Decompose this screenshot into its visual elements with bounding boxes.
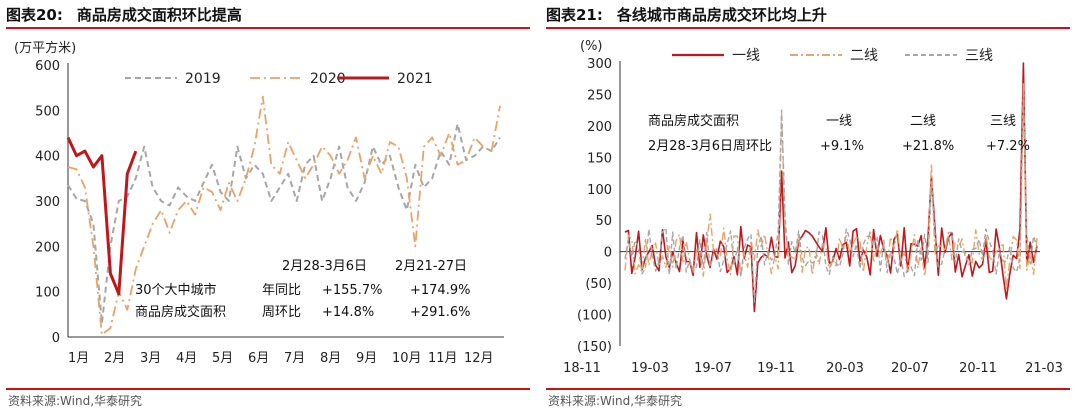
note-row-header-2: 商品房成交面积 [135,304,226,320]
right-figure-title-text: 各线城市商品房成交环比均上升 [616,6,827,24]
y-tick-label: 300 [35,195,60,210]
y-tick-label: 100 [587,183,612,198]
series-line-2019 [67,122,501,325]
x-tick-label: 2月 [104,351,125,366]
y-tick-label: 150 [587,151,612,166]
note-col-header-2: 2月21-27日 [395,259,467,274]
x-tick-label: 20-03 [826,361,864,376]
left-chart-panel: 图表20: 商品房成交面积环比提高 (万平方米) 0 100 200 300 400 500 6… [6,4,530,408]
x-tick-label: 11月 [428,351,458,366]
x-tick-label: 19-07 [694,361,732,376]
y-tick-label: 200 [587,120,612,135]
note-tier-3: 三线 [990,114,1016,129]
note-value-2: +21.8% [902,139,954,154]
left-title-rule [6,27,530,29]
y-tick-label: 100 [35,286,60,301]
y-tick-label: 0 [604,246,612,261]
legend-label-二线: 二线 [850,48,878,64]
left-figure-title: 图表20: 商品房成交面积环比提高 [6,4,242,25]
left-figure-title-text: 商品房成交面积环比提高 [76,6,242,24]
x-tick-label: 9月 [356,351,377,366]
x-tick-label: 10月 [392,351,422,366]
x-tick-label: 1月 [68,351,89,366]
y-tick-label: 0 [52,331,60,346]
x-tick-label: 8月 [320,351,341,366]
x-tick-label: 12月 [464,351,494,366]
y-axis-unit-label: (万平方米) [14,40,76,56]
note-tier-2: 二线 [910,114,936,129]
note-label-1: 商品房成交面积 [648,113,739,129]
right-chart-svg: (%) (150) (100) (50) 0 50 100 150 200 250 300 18-11… [563,39,1063,376]
right-bottom-rule [546,388,1070,390]
right-figure-number: 图表21: [546,6,603,24]
y-tick-label: (150) [577,340,612,355]
note-row-header-1: 30个大中城市 [135,282,217,298]
y-axis-unit-label: (%) [580,39,603,54]
note-value-3: +7.2% [986,139,1030,154]
x-tick-label: 21-03 [1025,361,1063,376]
left-source: 资料来源:Wind,华泰研究 [8,394,143,408]
note-wow-value-2: +291.6% [410,305,470,320]
y-tick-label: (100) [577,309,612,324]
x-tick-label: 18-11 [563,361,601,376]
right-chart-panel: 图表21: 各线城市商品房成交环比均上升 (%) (150) (100) (50) 0 50… [540,0,1080,411]
note-wow-value-1: +14.8% [322,305,374,320]
series-line-2020 [67,95,501,336]
series-line-2021 [66,136,138,296]
x-tick-label: 4月 [176,351,197,366]
right-source: 资料来源:Wind,华泰研究 [548,394,683,408]
y-tick-label: 400 [35,150,60,165]
legend-label-一线: 一线 [732,48,760,64]
y-tick-label: 500 [35,104,60,119]
note-yoy-label: 年同比 [262,283,301,298]
legend-label-2021: 2021 [397,71,433,87]
y-tick-label: 200 [35,240,60,255]
left-bottom-rule [6,388,530,390]
y-tick-label: 300 [587,57,612,72]
y-tick-label: (50) [585,277,612,292]
note-yoy-value-2: +174.9% [410,283,470,298]
legend-label-2020: 2020 [310,71,346,87]
x-tick-label: 19-11 [757,361,795,376]
x-tick-label: 7月 [284,351,305,366]
right-figure-title: 图表21: 各线城市商品房成交环比均上升 [546,4,827,25]
x-tick-label: 20-07 [891,361,929,376]
x-tick-label: 3月 [140,351,161,366]
note-wow-label: 周环比 [262,305,301,320]
x-tick-label: 6月 [248,351,269,366]
series-line-一线 [624,62,1038,313]
y-tick-label: 250 [587,88,612,103]
note-tier-1: 一线 [826,114,852,129]
note-col-header-1: 2月28-3月6日 [282,259,367,274]
note-label-2: 2月28-3月6日周环比 [648,139,772,154]
legend-label-三线: 三线 [965,48,993,64]
x-tick-label: 5月 [212,351,233,366]
y-tick-label: 600 [35,59,60,74]
x-tick-label: 20-11 [959,361,997,376]
note-value-1: +9.1% [820,139,864,154]
y-tick-label: 50 [595,214,612,229]
left-figure-number: 图表20: [6,6,63,24]
right-title-rule [546,27,1070,29]
x-tick-label: 19-03 [631,361,669,376]
left-chart-svg: (万平方米) 0 100 200 300 400 500 600 1月 2月 3月 4月 5月 6月 7月 8… [14,40,504,366]
series-line-三线 [624,93,1038,303]
note-yoy-value-1: +155.7% [322,283,382,298]
legend-label-2019: 2019 [185,71,221,87]
